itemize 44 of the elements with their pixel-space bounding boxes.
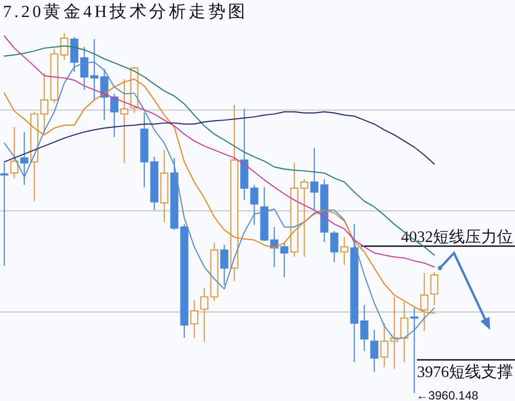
candlestick xyxy=(0,162,8,266)
candlestick xyxy=(300,178,308,258)
candlestick xyxy=(120,78,128,164)
candlestick xyxy=(70,36,78,72)
candlestick xyxy=(230,104,238,282)
candlestick xyxy=(170,157,178,230)
candlestick xyxy=(20,131,28,186)
candlestick xyxy=(260,186,268,242)
candlestick xyxy=(380,322,388,368)
candlestick xyxy=(220,244,228,286)
candlestick xyxy=(420,272,428,332)
candlestick xyxy=(410,307,418,394)
candlestick xyxy=(80,46,88,90)
candlestick xyxy=(340,236,348,266)
candlestick xyxy=(350,224,358,363)
candlestick xyxy=(290,162,298,258)
candlestick xyxy=(100,68,108,121)
candlestick xyxy=(160,149,168,223)
candlestick xyxy=(210,242,218,302)
candlestick xyxy=(270,226,278,268)
candlestick xyxy=(200,287,208,342)
candlestick xyxy=(90,38,98,101)
candlestick xyxy=(150,156,158,211)
candlestick xyxy=(110,93,118,138)
candlestick xyxy=(180,224,188,338)
candlestick xyxy=(400,301,408,363)
chart-title: 7.20黄金4H技术分析走势图 xyxy=(3,2,245,21)
candlestick xyxy=(30,111,38,202)
candlestick xyxy=(280,242,288,278)
ref-line-label: 3976短线支撑 xyxy=(417,362,513,381)
candlestick xyxy=(190,300,198,338)
candlestick xyxy=(40,72,48,134)
candlestick xyxy=(60,32,68,61)
annotation: ←3960.148 xyxy=(416,388,479,401)
candlestick xyxy=(50,48,58,104)
candlestick xyxy=(310,147,318,211)
candlestick xyxy=(10,126,18,179)
candlestick xyxy=(430,271,438,306)
candlestick xyxy=(330,230,338,263)
candlestick xyxy=(360,304,368,352)
candlestick xyxy=(320,178,328,243)
candlestick xyxy=(370,329,378,373)
candlestick xyxy=(390,296,398,370)
candlestick xyxy=(140,112,148,188)
